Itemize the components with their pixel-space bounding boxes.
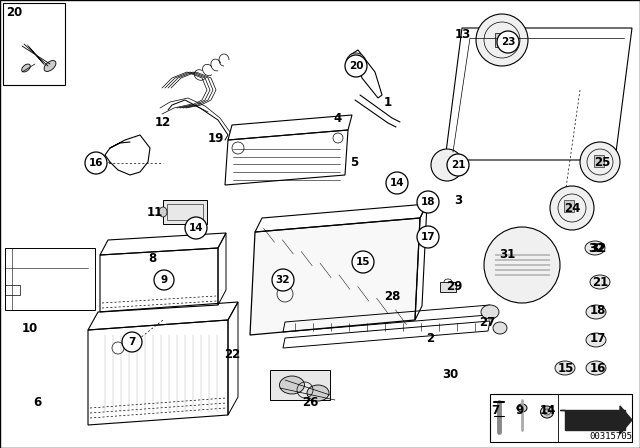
Bar	[163, 200, 207, 224]
Ellipse shape	[586, 361, 606, 375]
Text: 6: 6	[33, 396, 41, 409]
Ellipse shape	[585, 241, 605, 255]
Circle shape	[484, 227, 560, 303]
Bar	[167, 204, 203, 220]
Text: 25: 25	[594, 155, 610, 168]
Text: 24: 24	[564, 202, 580, 215]
Ellipse shape	[555, 361, 575, 375]
Text: 7: 7	[491, 405, 499, 418]
Circle shape	[272, 269, 294, 291]
Circle shape	[417, 191, 439, 213]
Circle shape	[154, 270, 174, 290]
Text: 15: 15	[356, 257, 371, 267]
Text: 11: 11	[147, 207, 163, 220]
Text: 23: 23	[500, 37, 515, 47]
Bar	[440, 282, 456, 292]
Text: 00315705: 00315705	[589, 432, 632, 441]
Text: 29: 29	[446, 280, 462, 293]
Circle shape	[550, 186, 594, 230]
Polygon shape	[620, 406, 632, 434]
Text: 12: 12	[155, 116, 171, 129]
Ellipse shape	[541, 406, 554, 418]
Text: 17: 17	[590, 332, 606, 345]
Text: 14: 14	[189, 223, 204, 233]
Circle shape	[345, 55, 367, 77]
Text: 13: 13	[455, 29, 471, 42]
Bar	[3, 3, 65, 85]
Text: 32: 32	[588, 241, 604, 254]
Text: 31: 31	[499, 249, 515, 262]
Ellipse shape	[22, 64, 30, 72]
Ellipse shape	[586, 305, 606, 319]
Circle shape	[346, 53, 366, 73]
Polygon shape	[560, 410, 625, 430]
Ellipse shape	[280, 376, 305, 394]
Circle shape	[122, 332, 142, 352]
Text: 18: 18	[590, 303, 606, 316]
Text: 8: 8	[148, 251, 156, 264]
Circle shape	[417, 226, 439, 248]
Bar	[490, 394, 632, 442]
Ellipse shape	[307, 385, 329, 401]
Circle shape	[386, 172, 408, 194]
Text: 5: 5	[350, 155, 358, 168]
Text: 7: 7	[128, 337, 136, 347]
Text: 20: 20	[349, 61, 364, 71]
Text: 19: 19	[208, 132, 224, 145]
Ellipse shape	[159, 207, 167, 217]
Circle shape	[352, 251, 374, 273]
Text: 32: 32	[590, 241, 606, 254]
Circle shape	[85, 152, 107, 174]
Text: 14: 14	[540, 405, 556, 418]
Ellipse shape	[590, 275, 610, 289]
Text: 2: 2	[426, 332, 434, 345]
Text: 21: 21	[451, 160, 465, 170]
Ellipse shape	[493, 322, 507, 334]
Bar	[564, 200, 574, 212]
Text: 22: 22	[224, 349, 240, 362]
Text: 17: 17	[420, 232, 435, 242]
Ellipse shape	[517, 404, 527, 412]
Text: 10: 10	[22, 322, 38, 335]
Text: 18: 18	[420, 197, 435, 207]
Text: 1: 1	[384, 95, 392, 108]
Circle shape	[476, 14, 528, 66]
Text: 16: 16	[89, 158, 103, 168]
Text: 30: 30	[442, 367, 458, 380]
Ellipse shape	[44, 60, 56, 71]
Text: 14: 14	[390, 178, 404, 188]
Text: 32: 32	[276, 275, 291, 285]
Text: 27: 27	[479, 315, 495, 328]
Text: 9: 9	[516, 405, 524, 418]
Text: 16: 16	[590, 362, 606, 375]
Text: 3: 3	[454, 194, 462, 207]
Bar	[594, 155, 604, 167]
Text: 9: 9	[161, 275, 168, 285]
Text: 26: 26	[302, 396, 318, 409]
Circle shape	[580, 142, 620, 182]
Bar	[270, 370, 330, 400]
Text: 20: 20	[6, 5, 22, 18]
Ellipse shape	[586, 333, 606, 347]
Text: 15: 15	[558, 362, 574, 375]
Polygon shape	[250, 218, 420, 335]
Circle shape	[431, 149, 463, 181]
Text: 4: 4	[334, 112, 342, 125]
Circle shape	[497, 31, 519, 53]
Ellipse shape	[481, 305, 499, 319]
Circle shape	[447, 154, 469, 176]
Bar	[495, 33, 509, 47]
Circle shape	[185, 217, 207, 239]
Text: 21: 21	[592, 276, 608, 289]
Text: 28: 28	[384, 289, 400, 302]
